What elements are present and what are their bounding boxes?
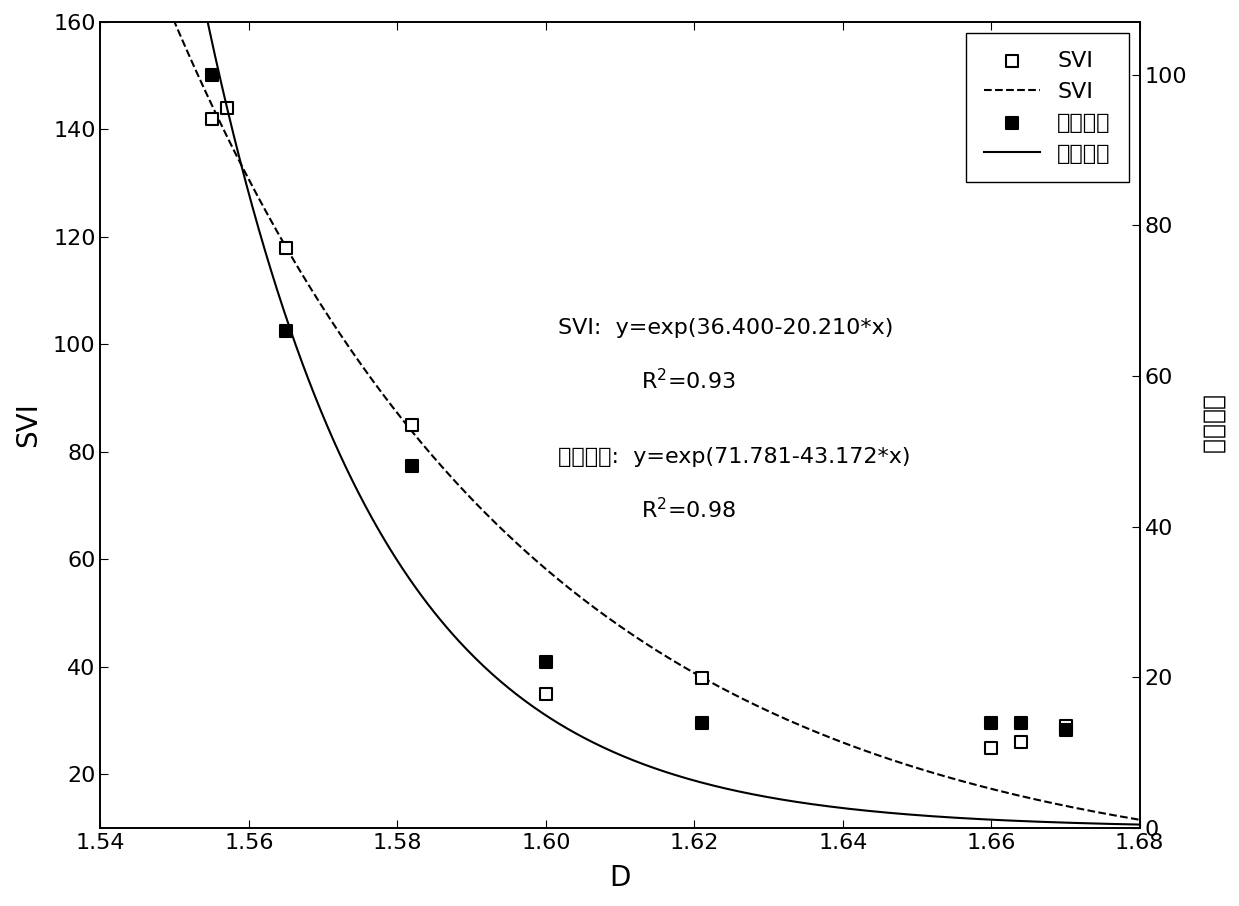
- 压缩指数: [1011, 716, 1031, 730]
- 压缩指数: [711, 782, 726, 793]
- 压缩指数: [593, 740, 608, 751]
- Text: SVI:  y=exp(36.400-20.210*x): SVI: y=exp(36.400-20.210*x): [558, 318, 893, 338]
- SVI: [1011, 735, 1031, 749]
- SVI: [945, 773, 960, 784]
- 压缩指数: [202, 67, 222, 82]
- X-axis label: D: D: [610, 864, 631, 892]
- SVI: [691, 670, 711, 685]
- 压缩指数: [945, 812, 960, 823]
- Text: R$^2$=0.98: R$^2$=0.98: [641, 497, 736, 522]
- 压缩指数: [1108, 819, 1123, 830]
- SVI: [1132, 814, 1147, 825]
- Text: 压缩指数:  y=exp(71.781-43.172*x): 压缩指数: y=exp(71.781-43.172*x): [558, 448, 911, 467]
- Text: R$^2$=0.93: R$^2$=0.93: [641, 368, 736, 393]
- SVI: [202, 111, 222, 126]
- 压缩指数: [536, 655, 556, 670]
- SVI: [403, 418, 422, 432]
- 压缩指数: [1132, 819, 1147, 830]
- Y-axis label: 压缩指数: 压缩指数: [1201, 395, 1225, 455]
- SVI: [1108, 810, 1123, 821]
- 压缩指数: [1056, 723, 1075, 737]
- SVI: [981, 740, 1001, 755]
- 压缩指数: [981, 716, 1001, 730]
- Line: SVI: SVI: [100, 0, 1140, 820]
- SVI: [1056, 718, 1075, 733]
- SVI: [536, 687, 556, 701]
- 压缩指数: [586, 737, 601, 748]
- Legend: SVI, SVI, 压缩指数, 压缩指数: SVI, SVI, 压缩指数, 压缩指数: [966, 33, 1129, 182]
- Y-axis label: SVI: SVI: [14, 402, 42, 448]
- 压缩指数: [655, 766, 670, 776]
- SVI: [217, 101, 237, 115]
- SVI: [711, 681, 726, 692]
- 压缩指数: [691, 716, 711, 730]
- SVI: [586, 602, 601, 613]
- Line: 压缩指数: 压缩指数: [100, 0, 1140, 824]
- 压缩指数: [276, 323, 296, 338]
- SVI: [593, 607, 608, 618]
- SVI: [276, 240, 296, 255]
- 压缩指数: [403, 459, 422, 474]
- SVI: [655, 649, 670, 660]
